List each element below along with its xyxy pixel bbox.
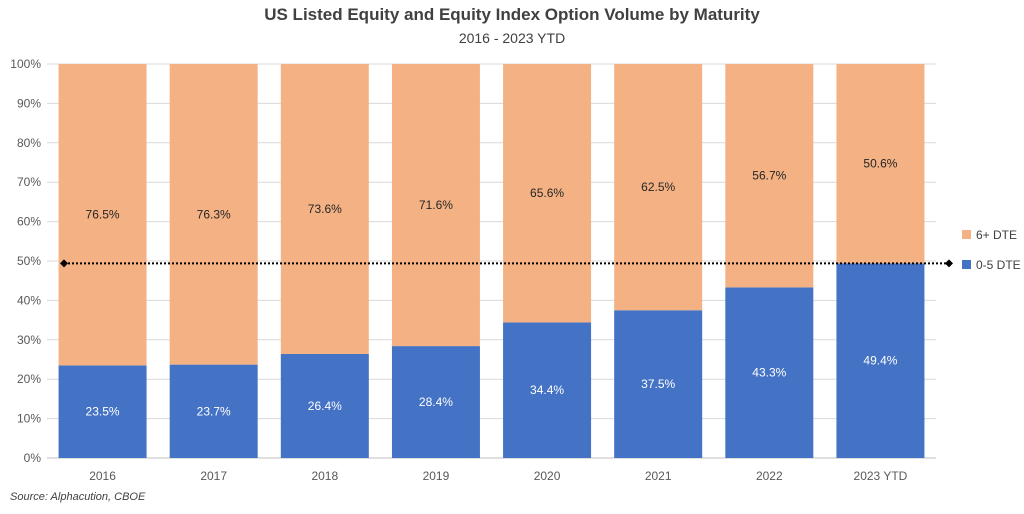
data-label: 28.4% <box>419 395 453 409</box>
y-tick-label: 40% <box>17 293 41 307</box>
x-tick-label: 2020 <box>534 469 561 483</box>
data-label: 23.5% <box>86 405 120 419</box>
bar-long-dte <box>614 64 703 311</box>
bar-short-dte <box>614 310 703 458</box>
bar-short-dte <box>391 346 480 458</box>
data-label: 71.6% <box>419 198 453 212</box>
y-tick-label: 20% <box>17 372 41 386</box>
reference-diamond-marker <box>945 259 953 268</box>
y-tick-label: 0% <box>24 451 42 465</box>
source-note: Source: Alphacution, CBOE <box>10 491 146 503</box>
x-tick-label: 2019 <box>423 469 450 483</box>
x-tick-label: 2016 <box>89 469 116 483</box>
bar-short-dte <box>503 322 592 458</box>
data-label: 62.5% <box>641 180 675 194</box>
bar-short-dte <box>169 364 258 458</box>
data-label: 73.6% <box>308 202 342 216</box>
reference-diamond-marker <box>60 259 68 268</box>
bar-long-dte <box>391 64 480 347</box>
x-axis-ticks: 2016 2017 2018 2019 2020 2021 2022 2023 YTD <box>89 469 907 483</box>
bar-short-dte <box>58 365 147 458</box>
x-tick-label: 2017 <box>200 469 227 483</box>
x-tick-label: 2022 <box>756 469 783 483</box>
bar-short-dte <box>725 287 814 458</box>
x-tick-label: 2023 YTD <box>854 469 908 483</box>
chart-subtitle: 2016 - 2023 YTD <box>458 30 566 46</box>
reference-line-group <box>60 259 953 268</box>
bar-long-dte <box>836 64 925 264</box>
bar-long-dte <box>503 64 592 323</box>
y-tick-label: 30% <box>17 333 41 347</box>
legend-swatch <box>962 260 971 269</box>
x-tick-label: 2018 <box>311 469 338 483</box>
y-tick-label: 70% <box>17 175 41 189</box>
data-label: 76.3% <box>197 207 231 221</box>
y-tick-label: 80% <box>17 136 41 150</box>
y-tick-label: 50% <box>17 254 41 268</box>
legend-swatch <box>962 230 971 239</box>
data-label: 56.7% <box>752 169 786 183</box>
bar-long-dte <box>58 64 147 366</box>
data-label: 26.4% <box>308 399 342 413</box>
bars: 23.5% 76.5% 23.7% 76.3% 26.4% 73.6% 28.4% 71.6%… <box>58 64 925 458</box>
bar-short-dte <box>280 353 369 458</box>
legend-label: 0-5 DTE <box>976 258 1021 272</box>
y-tick-label: 10% <box>17 412 41 426</box>
data-label: 43.3% <box>752 366 786 380</box>
chart-title: US Listed Equity and Equity Index Option… <box>264 5 760 24</box>
bar-short-dte <box>836 263 925 458</box>
data-label: 50.6% <box>863 157 897 171</box>
data-label: 23.7% <box>197 404 231 418</box>
data-label: 76.5% <box>86 208 120 222</box>
data-label: 34.4% <box>530 383 564 397</box>
data-label: 37.5% <box>641 377 675 391</box>
data-label: 49.4% <box>863 354 897 368</box>
bar-long-dte <box>725 64 814 288</box>
y-axis-ticks: 0% 10% 20% 30% 40% 50% 60% 70% 80% 90% 100% <box>10 57 41 465</box>
bar-long-dte <box>280 64 369 354</box>
data-label: 65.6% <box>530 186 564 200</box>
x-tick-label: 2021 <box>645 469 672 483</box>
y-tick-label: 90% <box>17 96 41 110</box>
y-tick-label: 100% <box>10 57 41 71</box>
legend: 6+ DTE 0-5 DTE <box>962 228 1021 272</box>
bar-long-dte <box>169 64 258 365</box>
y-tick-label: 60% <box>17 215 41 229</box>
legend-label: 6+ DTE <box>976 228 1017 242</box>
